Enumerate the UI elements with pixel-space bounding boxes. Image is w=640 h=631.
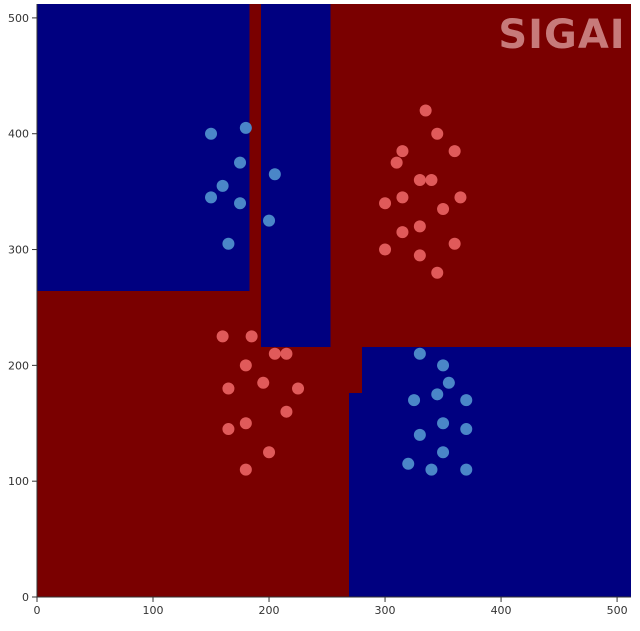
point-blue-10 bbox=[437, 359, 450, 372]
point-blue-21 bbox=[460, 463, 473, 476]
point-red-6 bbox=[425, 174, 438, 187]
region-blue-4 bbox=[349, 393, 362, 597]
point-blue-1 bbox=[239, 121, 252, 134]
watermark-logo: SIGAI bbox=[498, 12, 625, 58]
point-red-1 bbox=[431, 127, 444, 140]
point-red-11 bbox=[396, 226, 409, 239]
point-blue-8 bbox=[222, 237, 235, 250]
point-blue-17 bbox=[460, 423, 473, 436]
point-blue-5 bbox=[205, 191, 218, 204]
point-blue-9 bbox=[413, 347, 426, 360]
point-blue-11 bbox=[442, 376, 455, 389]
x-tick-label-500: 500 bbox=[607, 604, 628, 617]
point-blue-18 bbox=[437, 446, 450, 459]
point-red-15 bbox=[413, 249, 426, 262]
point-red-25 bbox=[239, 417, 252, 430]
point-blue-19 bbox=[402, 457, 415, 470]
region-red-2 bbox=[360, 4, 631, 347]
y-tick-label-100: 100 bbox=[8, 475, 29, 488]
point-red-17 bbox=[216, 330, 229, 343]
point-red-23 bbox=[257, 376, 270, 389]
point-red-22 bbox=[222, 382, 235, 395]
point-blue-4 bbox=[268, 168, 281, 181]
x-tick-label-300: 300 bbox=[375, 604, 396, 617]
region-blue-3 bbox=[361, 346, 631, 597]
x-tick-label-0: 0 bbox=[34, 604, 41, 617]
y-tick-label-300: 300 bbox=[8, 244, 29, 257]
point-red-19 bbox=[239, 359, 252, 372]
axes: 0 100 200 300 400 500 0 100 200 300 400 500 bbox=[8, 4, 631, 617]
point-blue-20 bbox=[425, 463, 438, 476]
y-tick-label-500: 500 bbox=[8, 12, 29, 25]
point-blue-16 bbox=[437, 417, 450, 430]
point-red-0 bbox=[419, 104, 432, 117]
y-tick-label-0: 0 bbox=[22, 591, 29, 604]
point-red-20 bbox=[268, 347, 281, 360]
x-tick-label-200: 200 bbox=[259, 604, 280, 617]
y-tick-label-200: 200 bbox=[8, 359, 29, 372]
point-red-18 bbox=[245, 330, 258, 343]
point-blue-2 bbox=[234, 156, 247, 169]
y-tick-label-400: 400 bbox=[8, 128, 29, 141]
region-blue-0 bbox=[37, 4, 250, 292]
point-red-16 bbox=[431, 266, 444, 279]
point-red-24 bbox=[292, 382, 305, 395]
point-red-10 bbox=[454, 191, 467, 204]
point-red-3 bbox=[396, 145, 409, 158]
point-blue-13 bbox=[431, 388, 444, 401]
x-tick-label-100: 100 bbox=[143, 604, 164, 617]
point-red-21 bbox=[280, 347, 293, 360]
point-blue-12 bbox=[408, 394, 421, 407]
point-red-4 bbox=[390, 156, 403, 169]
point-blue-0 bbox=[205, 127, 218, 140]
point-blue-15 bbox=[413, 428, 426, 441]
point-blue-14 bbox=[460, 394, 473, 407]
point-red-12 bbox=[413, 220, 426, 233]
data-points bbox=[205, 104, 473, 476]
point-blue-7 bbox=[263, 214, 276, 227]
point-red-2 bbox=[448, 145, 461, 158]
point-red-29 bbox=[239, 463, 252, 476]
point-red-13 bbox=[448, 237, 461, 250]
point-red-27 bbox=[222, 423, 235, 436]
point-red-7 bbox=[379, 197, 392, 210]
point-red-14 bbox=[379, 243, 392, 256]
decision-regions bbox=[37, 4, 631, 597]
point-red-5 bbox=[413, 174, 426, 187]
point-blue-6 bbox=[234, 197, 247, 210]
point-red-28 bbox=[263, 446, 276, 459]
point-blue-3 bbox=[216, 179, 229, 192]
x-tick-label-400: 400 bbox=[491, 604, 512, 617]
point-red-9 bbox=[437, 203, 450, 216]
point-red-8 bbox=[396, 191, 409, 204]
point-red-26 bbox=[280, 405, 293, 418]
